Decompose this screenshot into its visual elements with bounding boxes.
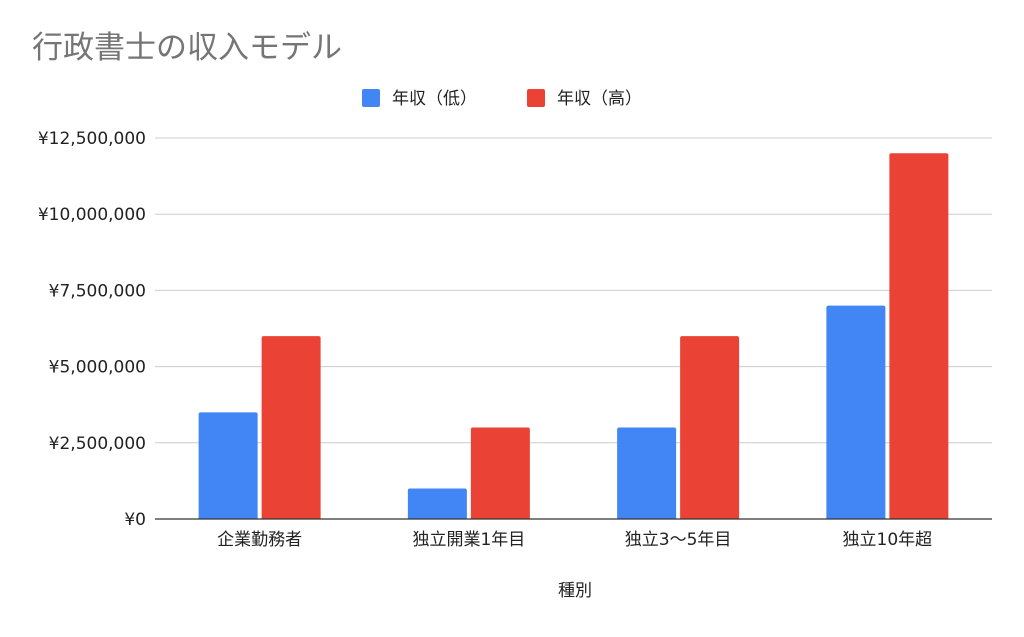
legend-swatch [527, 89, 545, 107]
bar-high [261, 336, 321, 519]
y-tick-label: ¥12,500,000 [38, 129, 146, 149]
bars [198, 153, 949, 520]
legend-swatch [362, 89, 380, 107]
legend: 年収（低） 年収（高） [362, 89, 642, 109]
bar-low [198, 412, 258, 519]
bar-high [470, 427, 530, 519]
y-tick-label: ¥2,500,000 [49, 434, 146, 454]
bar-low [407, 488, 467, 519]
x-axis-label: 種別 [558, 581, 592, 601]
bar-high [680, 336, 740, 519]
y-tick-label: ¥0 [124, 510, 146, 530]
legend-label: 年収（高） [557, 89, 642, 109]
y-tick-label: ¥7,500,000 [49, 281, 146, 301]
bar-low [826, 305, 886, 519]
chart-title: 行政書士の収入モデル [32, 30, 342, 66]
x-tick-label: 企業勤務者 [217, 530, 302, 550]
y-tick-label: ¥5,000,000 [49, 358, 146, 378]
legend-label: 年収（低） [392, 89, 477, 109]
y-axis-ticks: ¥0 ¥2,500,000 ¥5,000,000 ¥7,500,000 ¥10,000,… [38, 129, 146, 530]
x-tick-label: 独立開業1年目 [412, 530, 525, 550]
bar-low [617, 427, 677, 519]
bar-high [889, 153, 949, 520]
x-axis-ticks: 企業勤務者 独立開業1年目 独立3〜5年目 独立10年超 [217, 530, 932, 550]
x-tick-label: 独立3〜5年目 [625, 530, 732, 550]
y-tick-label: ¥10,000,000 [38, 205, 146, 225]
x-tick-label: 独立10年超 [843, 530, 933, 550]
